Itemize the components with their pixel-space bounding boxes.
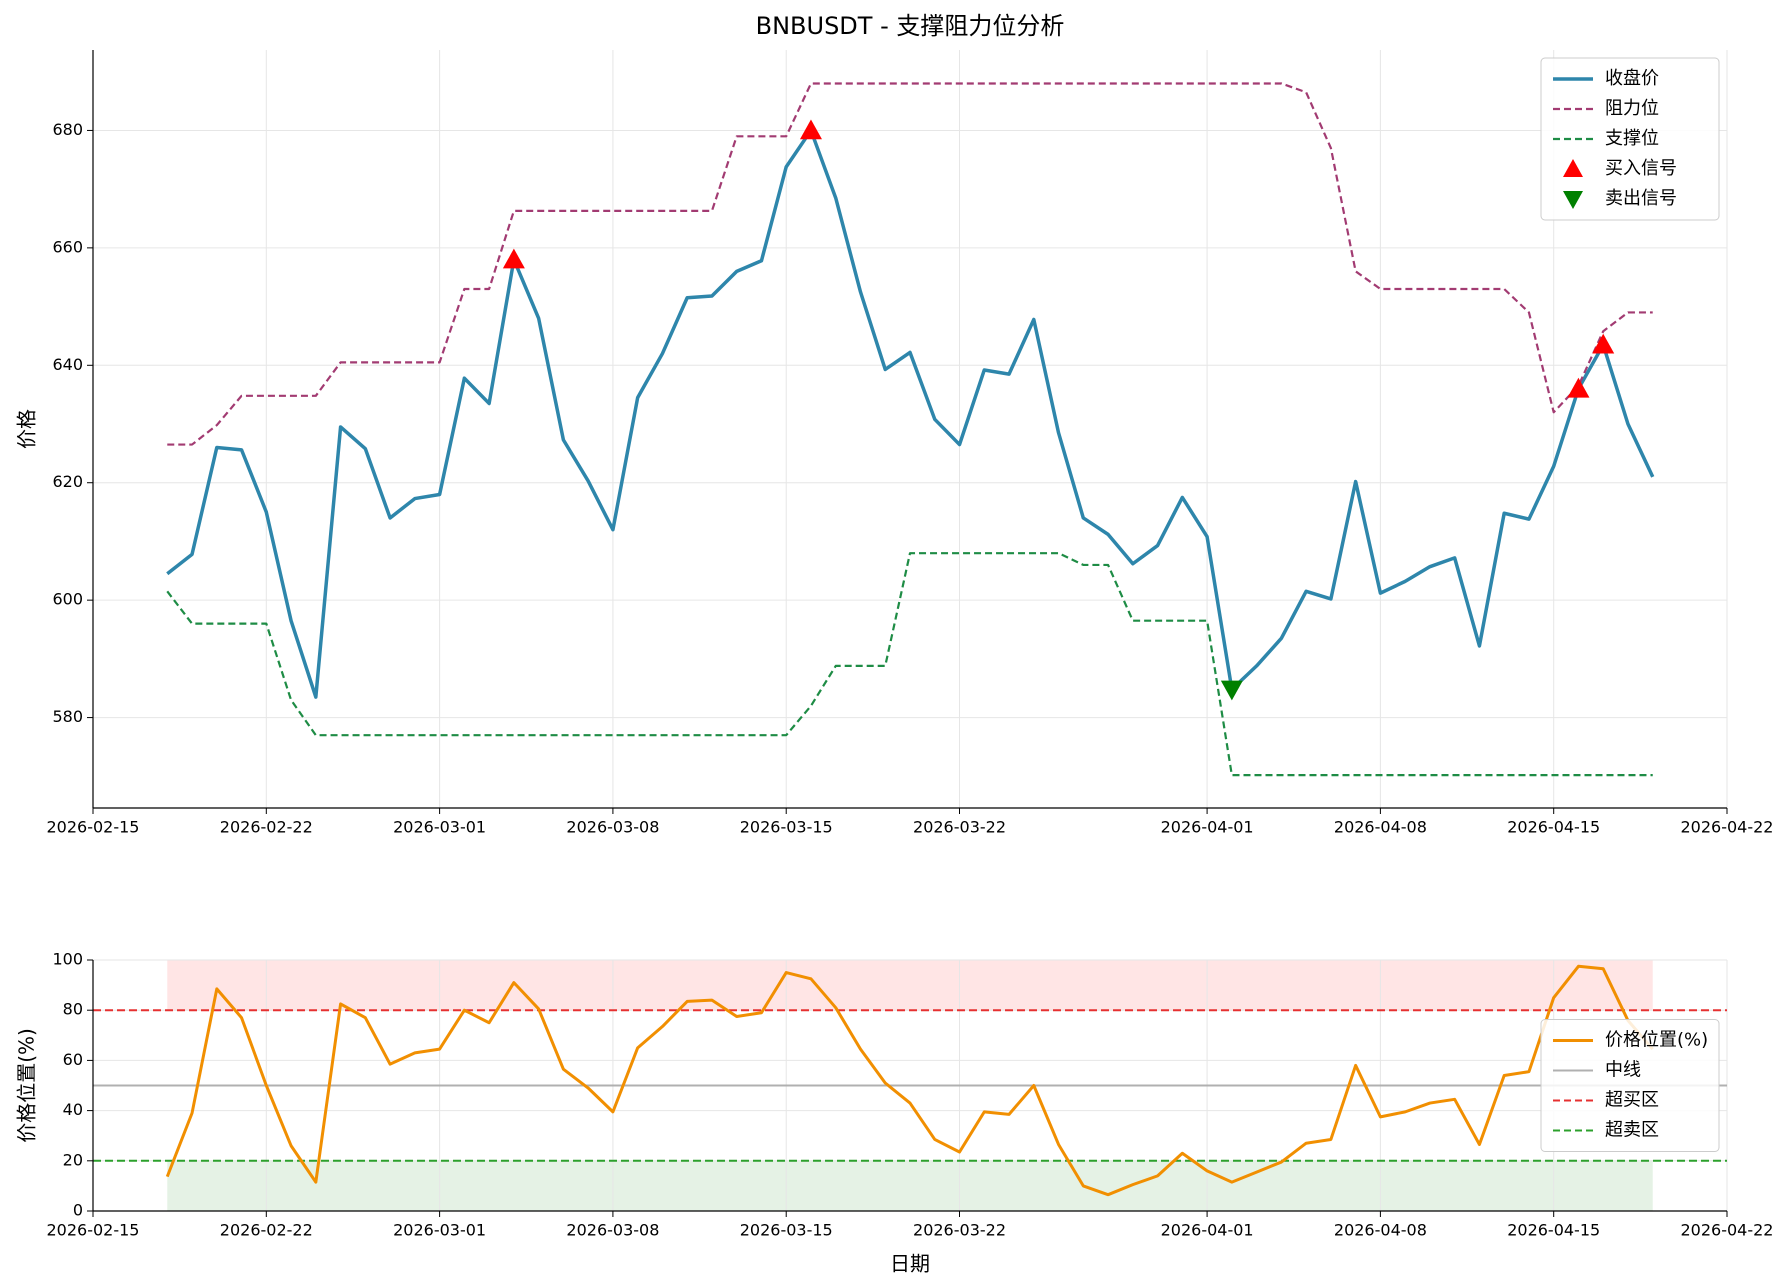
y-tick-label: 80: [63, 1000, 83, 1019]
x-tick-label: 2026-02-22: [220, 1221, 313, 1240]
legend-label: 收盘价: [1605, 68, 1659, 89]
series-line: [166, 552, 1653, 777]
x-axis-label: 日期: [890, 1252, 930, 1276]
y-tick-label: 40: [63, 1100, 83, 1119]
x-tick-label: 2026-03-08: [566, 818, 659, 837]
x-tick-label: 2026-03-15: [740, 818, 833, 837]
x-tick-label: 2026-02-22: [220, 818, 313, 837]
signal-marker: [502, 248, 525, 269]
legend-box: [1540, 57, 1720, 221]
zone: [167, 1160, 1653, 1211]
x-tick-label: 2026-04-01: [1161, 818, 1254, 837]
x-tick-label: 2026-04-01: [1161, 1221, 1254, 1240]
x-tick-label: 2026-04-08: [1334, 818, 1427, 837]
chart-title: BNBUSDT - 支撑阻力位分析: [756, 12, 1065, 40]
y-tick-label: 600: [52, 590, 83, 609]
series-line: [167, 82, 1653, 446]
y-tick-label: 20: [63, 1150, 83, 1169]
legend-label: 买入信号: [1605, 158, 1677, 179]
x-tick-label: 2026-04-22: [1681, 1221, 1774, 1240]
y-tick-label: 100: [52, 950, 83, 969]
legend-marker: [1563, 191, 1583, 209]
legend-label: 超卖区: [1605, 1120, 1659, 1141]
x-tick-label: 2026-04-22: [1681, 818, 1774, 837]
signal-marker: [1567, 377, 1590, 398]
y-tick-label: 620: [52, 472, 83, 491]
legend-label: 超买区: [1605, 1090, 1659, 1111]
x-tick-label: 2026-04-15: [1507, 1221, 1600, 1240]
legend-label: 中线: [1605, 1060, 1641, 1081]
legend-label: 支撑位: [1605, 128, 1659, 149]
series-line: [165, 964, 1654, 1197]
y-tick-label: 60: [63, 1050, 83, 1069]
x-tick-label: 2026-03-01: [393, 818, 486, 837]
x-tick-label: 2026-03-08: [566, 1221, 659, 1240]
legend-label: 卖出信号: [1605, 188, 1677, 209]
x-tick-label: 2026-02-15: [47, 1221, 140, 1240]
x-tick-label: 2026-04-08: [1334, 1221, 1427, 1240]
signal-marker: [1592, 333, 1615, 354]
x-tick-label: 2026-02-15: [47, 818, 140, 837]
x-tick-label: 2026-03-22: [913, 1221, 1006, 1240]
y-tick-label: 0: [73, 1201, 83, 1220]
legend-marker: [1563, 159, 1583, 177]
y-axis-label: 价格: [15, 409, 39, 449]
x-tick-label: 2026-03-15: [740, 1221, 833, 1240]
x-tick-label: 2026-04-15: [1507, 818, 1600, 837]
signal-marker: [1220, 680, 1243, 701]
zone: [167, 960, 1653, 1011]
y-axis-label: 价格位置(%): [15, 1028, 39, 1143]
series-line: [166, 128, 1655, 699]
y-tick-label: 580: [52, 707, 83, 726]
signal-marker: [799, 119, 822, 140]
x-tick-label: 2026-03-01: [393, 1221, 486, 1240]
y-tick-label: 660: [52, 237, 83, 256]
y-tick-label: 680: [52, 120, 83, 139]
y-tick-label: 640: [52, 355, 83, 374]
legend-label: 价格位置(%): [1605, 1030, 1708, 1051]
legend-box: [1540, 1019, 1720, 1152]
legend-label: 阻力位: [1605, 98, 1659, 119]
x-tick-label: 2026-03-22: [913, 818, 1006, 837]
